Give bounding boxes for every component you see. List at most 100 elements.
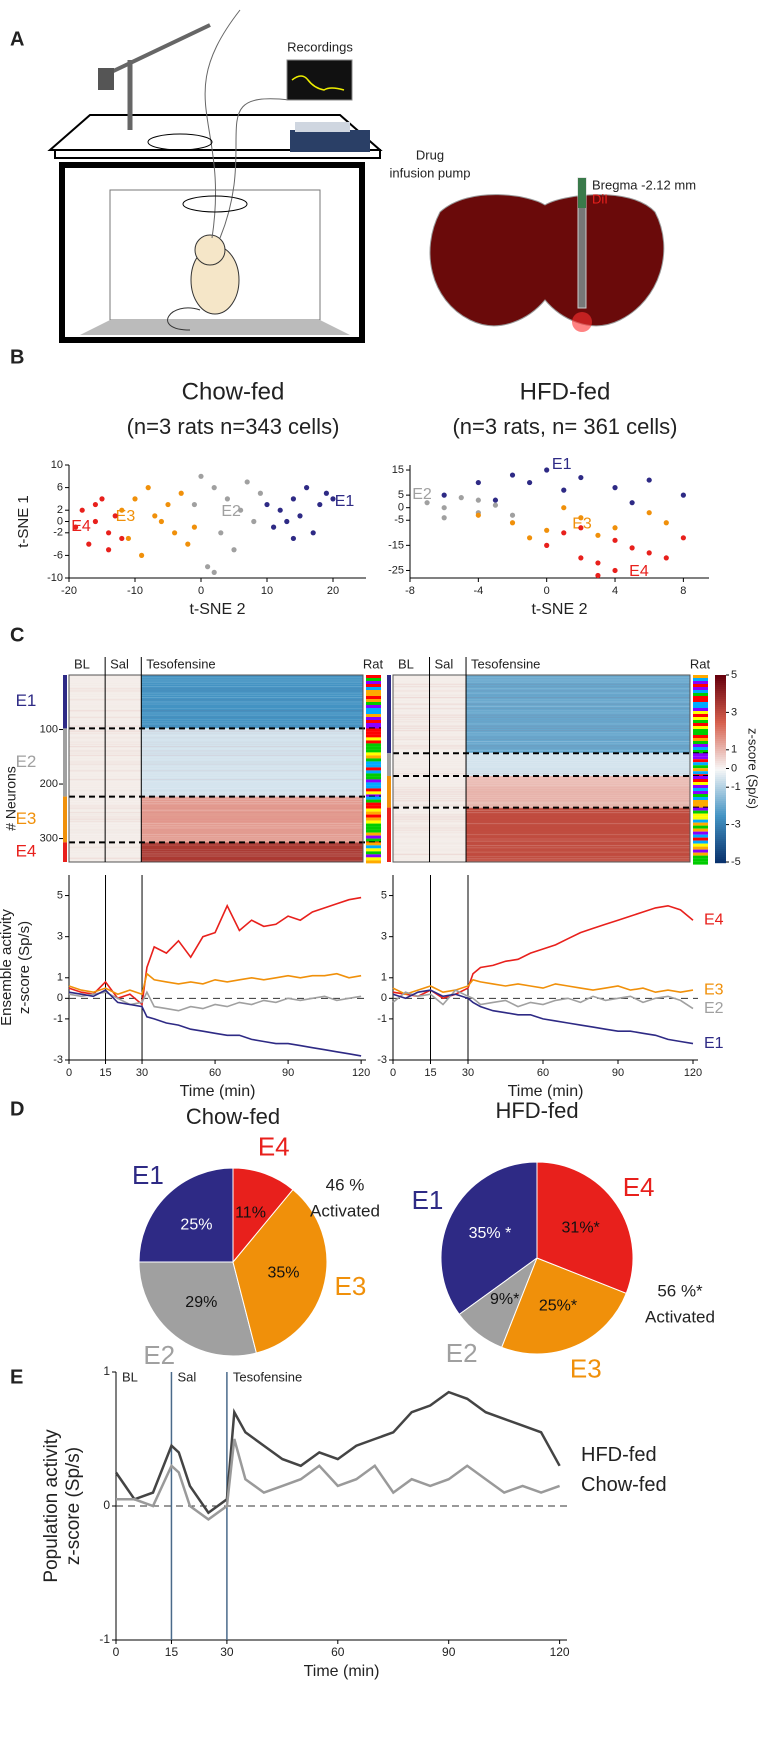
colorbar-cell [715,801,726,803]
series-line [116,1439,560,1519]
heatmap-texture [393,741,690,742]
rat-stripe [693,797,708,800]
heatmap-texture [69,783,363,784]
scatter-point [113,513,118,518]
series-label: HFD-fed [581,1444,657,1466]
heatmap-texture [69,770,363,771]
rat-stripe [366,737,381,740]
y-tick-label: 1 [103,1364,110,1378]
scatter-point [192,525,197,530]
heatmap-texture [69,723,363,724]
heatmap-texture [69,764,363,765]
x-tick-label: 4 [612,585,618,597]
series-line [69,974,361,995]
scatter-point [225,496,230,501]
colorbar-cell [715,707,726,709]
scatter-point [152,513,157,518]
rat-label: Rat [690,656,711,671]
y-axis-label: # Neurons [3,766,19,831]
colorbar-cell [715,775,726,777]
rat-stripe [366,770,381,773]
scatter-point [93,502,98,507]
rat-stripe [366,776,381,779]
heatmap-texture [69,699,363,700]
y-tick-label: 0 [57,992,63,1004]
heatmap-texture [69,816,363,817]
heatmap-texture [69,799,363,800]
heatmap-texture [393,823,690,824]
rat-stripe [693,702,708,705]
x-axis-label: t-SNE 2 [189,601,245,618]
cluster-label: E3 [16,809,37,828]
heatmap-texture [69,792,363,793]
rat-stripe [366,842,381,845]
colorbar-cell [715,765,726,767]
heatmap-texture [393,847,690,848]
heatmap-texture [393,721,690,722]
y-tick-label: -3 [53,1054,63,1066]
pie-category-label: E3 [335,1271,367,1301]
scatter-point [198,474,203,479]
heatmap-texture [393,699,690,700]
heatmap-texture [69,777,363,778]
annotation: Drug [416,147,444,162]
colorbar-cell [715,683,726,685]
colorbar-tick-label: -5 [731,856,741,868]
colorbar-cell [715,779,726,781]
rat-stripe [693,820,708,823]
cluster-label: E2 [16,752,37,771]
x-tick-label: 0 [390,1067,396,1079]
heatmap-texture [69,701,363,702]
rat-stripe [366,788,381,791]
scatter-point [284,519,289,524]
rat-stripe [366,815,381,818]
rat-stripe [693,808,708,811]
scatter-point [561,530,566,535]
event-label: Tesofensine [146,656,215,671]
heatmap-texture [69,834,363,835]
event-label: BL [122,1369,138,1384]
x-tick-label: 0 [113,1645,120,1659]
scatter-point [165,502,170,507]
colorbar-cell [715,755,726,757]
heatmap-texture [69,858,363,859]
scatter-point [86,542,91,547]
rat-stripe [366,681,381,684]
pie-value-label: 35% * [469,1225,512,1242]
rat-stripe [366,761,381,764]
y-tick-label: 100 [40,723,58,735]
colorbar-cell [715,813,726,815]
scatter-point [264,502,269,507]
rat-stripe [693,696,708,699]
scatter-point [231,547,236,552]
heatmap-texture [393,739,690,740]
heatmap-texture [393,679,690,680]
heatmap-texture [69,677,363,678]
heatmap-texture [393,838,690,839]
heatmap-texture [393,854,690,855]
rat-stripe [366,752,381,755]
colorbar-cell [715,729,726,731]
heatmap-texture [69,679,363,680]
rat-stripe [693,800,708,803]
heatmap-texture [69,814,363,815]
scatter-point [578,475,583,480]
colorbar-cell [715,763,726,765]
rat-stripe [693,711,708,714]
colorbar-cell [715,733,726,735]
y-tick-label: 1 [57,972,63,984]
rat-stripe [693,753,708,756]
heatmap-texture [393,830,690,831]
heatmap-texture [69,849,363,850]
scatter-point [630,545,635,550]
cluster-label: E3 [116,508,136,525]
heatmap-texture [393,800,690,801]
rat-stripe [366,818,381,821]
x-tick-label: 90 [442,1645,456,1659]
rat-stripe [693,687,708,690]
heatmap-texture [393,856,690,857]
scatter-point [99,496,104,501]
heatmap-texture [69,682,363,683]
scatter-point [291,536,296,541]
annotation: Activated [645,1307,715,1326]
